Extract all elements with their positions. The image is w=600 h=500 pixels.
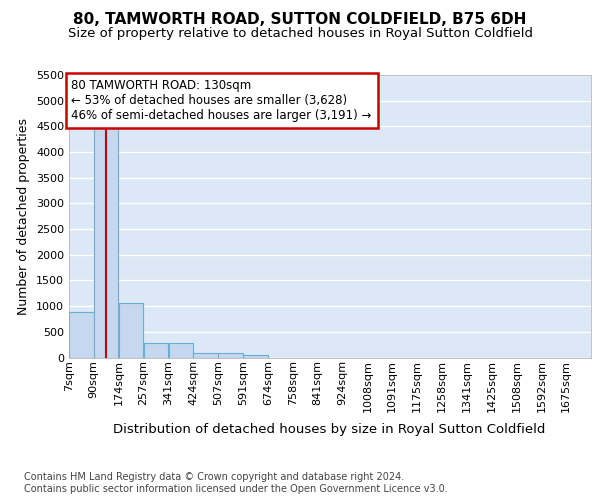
Y-axis label: Number of detached properties: Number of detached properties	[17, 118, 31, 315]
Bar	[119, 303, 143, 358]
Bar	[243, 355, 268, 358]
Bar	[94, 124, 118, 358]
Bar	[143, 342, 168, 357]
Bar	[169, 342, 193, 357]
Bar	[218, 354, 243, 358]
Text: Contains public sector information licensed under the Open Government Licence v3: Contains public sector information licen…	[24, 484, 448, 494]
Text: 80, TAMWORTH ROAD, SUTTON COLDFIELD, B75 6DH: 80, TAMWORTH ROAD, SUTTON COLDFIELD, B75…	[73, 12, 527, 28]
Text: Contains HM Land Registry data © Crown copyright and database right 2024.: Contains HM Land Registry data © Crown c…	[24, 472, 404, 482]
Bar	[69, 312, 94, 358]
Text: Distribution of detached houses by size in Royal Sutton Coldfield: Distribution of detached houses by size …	[113, 422, 545, 436]
Bar	[193, 354, 218, 358]
Text: Size of property relative to detached houses in Royal Sutton Coldfield: Size of property relative to detached ho…	[67, 28, 533, 40]
Text: 80 TAMWORTH ROAD: 130sqm
← 53% of detached houses are smaller (3,628)
46% of sem: 80 TAMWORTH ROAD: 130sqm ← 53% of detach…	[71, 79, 372, 122]
